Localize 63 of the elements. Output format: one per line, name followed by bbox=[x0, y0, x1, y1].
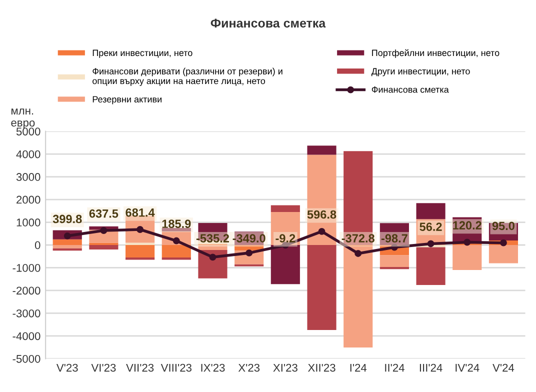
y-tick-label: 3000 bbox=[16, 173, 40, 181]
bar bbox=[488, 245, 518, 264]
point bbox=[246, 249, 253, 256]
legend-label: Портфейлни инвестиции, нето bbox=[372, 49, 500, 58]
data-label: 399.8 bbox=[52, 214, 82, 224]
bar bbox=[270, 205, 300, 212]
y-tick-label: -3000 bbox=[12, 309, 40, 318]
y-tick-label: 0 bbox=[34, 241, 40, 250]
x-tick-label: II'24 bbox=[385, 364, 404, 372]
y-tick-label: 5000 bbox=[16, 128, 40, 136]
point bbox=[209, 254, 216, 261]
y-tick-label: 1000 bbox=[16, 218, 40, 226]
bar bbox=[162, 245, 191, 258]
legend-label: Резервни активи bbox=[92, 96, 162, 104]
bar bbox=[126, 245, 155, 258]
data-label: 56.2 bbox=[420, 222, 442, 231]
data-label: 95.0 bbox=[492, 222, 514, 230]
y-axis-title: млн. евро bbox=[11, 108, 35, 129]
bar bbox=[307, 146, 336, 155]
point bbox=[318, 228, 326, 235]
bar bbox=[416, 247, 446, 286]
data-label: 120.2 bbox=[453, 221, 482, 230]
bar bbox=[162, 228, 191, 232]
y-tick-label: -1000 bbox=[12, 264, 40, 272]
x-tick-label: X'23 bbox=[238, 364, 260, 372]
y-tick-label: 2000 bbox=[16, 196, 40, 204]
x-tick-label: IV'24 bbox=[456, 364, 480, 372]
data-label: -9.2 bbox=[276, 234, 296, 242]
legend-label: Финансови деривати (различни от резерви) и опции върху акции на наетите лица, нето bbox=[92, 68, 282, 86]
point bbox=[427, 240, 434, 248]
chart-title: Финансова сметка bbox=[210, 18, 326, 28]
data-label: 681.4 bbox=[126, 208, 155, 217]
x-tick-label: VII'23 bbox=[126, 364, 154, 372]
y-tick-label: -2000 bbox=[12, 286, 40, 295]
legend-label: Финансова сметка bbox=[372, 86, 449, 93]
data-label: 596.8 bbox=[307, 210, 336, 219]
point bbox=[500, 239, 507, 246]
point bbox=[464, 238, 471, 246]
x-tick-label: VI'23 bbox=[91, 364, 116, 372]
point bbox=[354, 250, 362, 257]
bar bbox=[89, 245, 118, 250]
x-tick-label: VIII'23 bbox=[160, 364, 192, 372]
legend-label: Преки инвестиции, нето bbox=[92, 50, 192, 58]
x-tick-label: I'24 bbox=[350, 364, 367, 372]
x-tick-label: XII'23 bbox=[308, 364, 336, 372]
y-tick-label: -5000 bbox=[12, 354, 40, 363]
bar bbox=[380, 255, 409, 268]
y-tick-label: -4000 bbox=[12, 332, 40, 340]
bar bbox=[52, 239, 82, 245]
bar bbox=[452, 245, 482, 270]
x-tick-label: V'23 bbox=[56, 364, 78, 372]
y-tick-label: 4000 bbox=[16, 150, 40, 158]
data-label: -98.7 bbox=[381, 234, 408, 242]
bar bbox=[307, 245, 336, 330]
data-label: 637.5 bbox=[89, 209, 118, 218]
x-tick-label: IX'23 bbox=[201, 364, 225, 372]
legend-label: Други инвестиции, нето bbox=[371, 68, 470, 76]
point bbox=[100, 227, 108, 234]
bar bbox=[52, 245, 82, 248]
data-label: 185.9 bbox=[162, 220, 191, 228]
x-tick-label: III'24 bbox=[420, 364, 442, 372]
x-tick-label: XI'23 bbox=[273, 364, 298, 372]
x-tick-label: V'24 bbox=[492, 364, 514, 372]
